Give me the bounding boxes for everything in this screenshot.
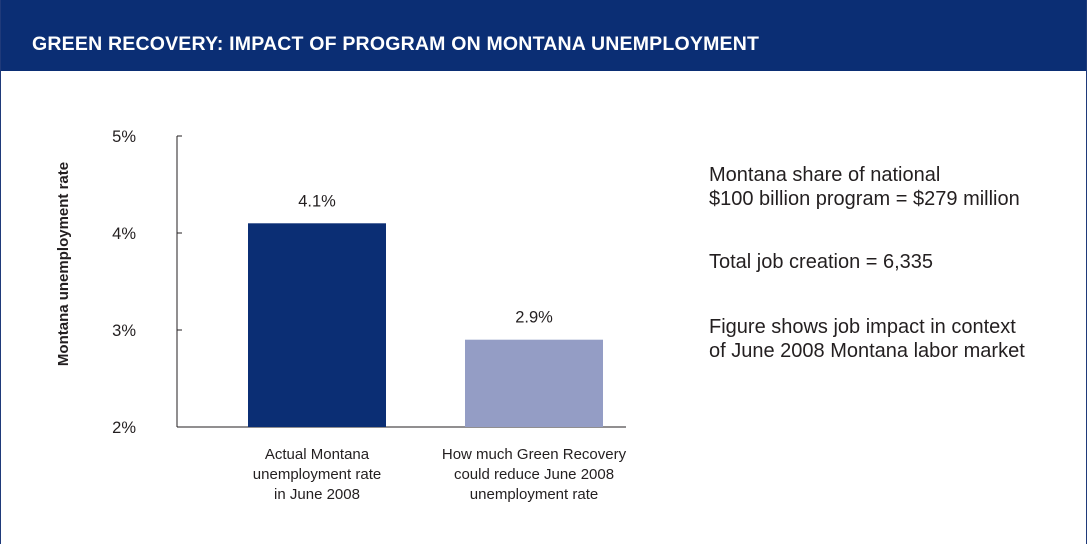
y-tick-label: 4% [112,225,136,243]
y-tick-label: 2% [112,419,136,437]
job-creation-note: Total job creation = 6,335 [709,251,934,273]
y-tick-label: 5% [112,128,136,146]
data-labels: 4.1% 2.9% [298,192,553,326]
bar-chart: Montana unemployment rate 2% 3% 4% 5% 4.1% 2… [55,128,626,437]
bar-actual-rate [248,223,386,427]
bars [248,223,603,427]
bar-value-label: 4.1% [298,192,336,210]
bar-reduced-rate [465,339,603,427]
figure-title: GREEN RECOVERY: IMPACT OF PROGRAM ON MON… [32,33,760,55]
y-ticks: 2% 3% 4% 5% [112,128,182,437]
y-tick-label: 3% [112,322,136,340]
bar-value-label: 2.9% [515,309,553,327]
figure-header: GREEN RECOVERY: IMPACT OF PROGRAM ON MON… [1,0,1086,71]
program-share-note: Montana share of national $100 billion p… [709,164,1020,210]
y-axis-label: Montana unemployment rate [55,162,72,366]
context-note: Figure shows job impact in context of Ju… [709,316,1025,362]
category-label-reduction: How much Green Recovery could reduce Jun… [441,446,627,503]
category-label-actual: Actual Montana unemployment rate in June… [252,446,382,503]
